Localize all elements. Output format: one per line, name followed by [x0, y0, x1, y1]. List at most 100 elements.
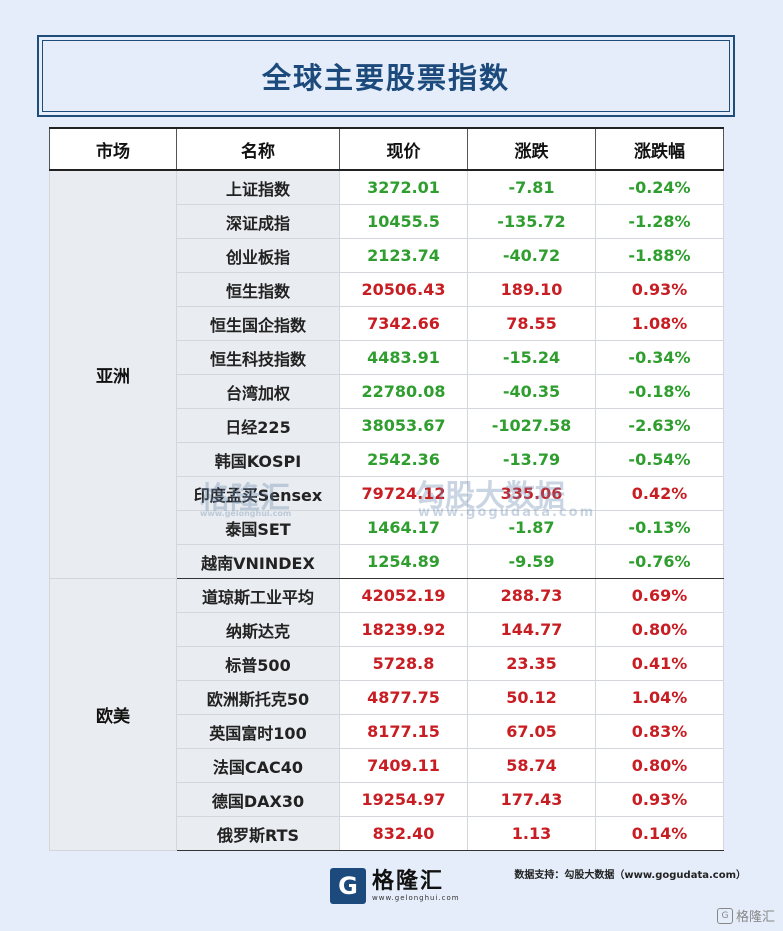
price-cell: 4877.75 [339, 680, 468, 715]
title-frame: 全球主要股票指数 [37, 35, 735, 117]
price-cell: 7409.11 [339, 748, 468, 783]
change-pct-cell: 0.93% [595, 272, 724, 307]
change-cell: -9.59 [467, 544, 596, 579]
change-pct-cell: 0.83% [595, 714, 724, 749]
change-cell: -7.81 [467, 169, 596, 205]
table-row: 英国富时100 8177.15 67.05 0.83% [50, 714, 724, 749]
table-row: 台湾加权 22780.08 -40.35 -0.18% [50, 374, 724, 409]
change-cell: -1.87 [467, 510, 596, 545]
index-name-cell: 道琼斯工业平均 [176, 578, 340, 613]
change-pct-cell: 1.08% [595, 306, 724, 341]
index-table: 市场 名称 现价 涨跌 涨跌幅 亚洲 上证指数 3272.01 -7.81 -0.24%… [49, 127, 724, 851]
index-name-cell: 英国富时100 [176, 714, 340, 749]
change-pct-cell: -0.76% [595, 544, 724, 579]
price-cell: 4483.91 [339, 340, 468, 375]
change-pct-cell: -2.63% [595, 408, 724, 443]
index-name-cell: 俄罗斯RTS [176, 816, 340, 851]
change-cell: 189.10 [467, 272, 596, 307]
index-name-cell: 越南VNINDEX [176, 544, 340, 579]
header-price: 现价 [339, 127, 468, 171]
index-name-cell: 创业板指 [176, 238, 340, 273]
index-name-cell: 台湾加权 [176, 374, 340, 409]
price-cell: 832.40 [339, 816, 468, 851]
table-row: 深证成指 10455.5 -135.72 -1.28% [50, 204, 724, 239]
table-row: 创业板指 2123.74 -40.72 -1.88% [50, 238, 724, 273]
table-row: 印度孟买Sensex 79724.12 335.06 0.42% [50, 476, 724, 511]
index-name-cell: 泰国SET [176, 510, 340, 545]
price-cell: 19254.97 [339, 782, 468, 817]
change-pct-cell: 0.80% [595, 612, 724, 647]
table-row: 欧洲斯托克50 4877.75 50.12 1.04% [50, 680, 724, 715]
change-cell: 50.12 [467, 680, 596, 715]
change-cell: 67.05 [467, 714, 596, 749]
table-row: 标普500 5728.8 23.35 0.41% [50, 646, 724, 681]
price-cell: 2542.36 [339, 442, 468, 477]
price-cell: 5728.8 [339, 646, 468, 681]
logo-brand-name: 格隆汇 [372, 869, 445, 894]
region-cell: 欧美 [49, 578, 177, 851]
data-source-note: 数据支持：勾股大数据（www.gogudata.com） [514, 870, 746, 881]
price-cell: 20506.43 [339, 272, 468, 307]
change-cell: 288.73 [467, 578, 596, 613]
logo-url: www.gelonghui.com [372, 894, 460, 902]
change-pct-cell: -0.13% [595, 510, 724, 545]
price-cell: 2123.74 [339, 238, 468, 273]
change-pct-cell: -1.88% [595, 238, 724, 273]
index-name-cell: 恒生科技指数 [176, 340, 340, 375]
price-cell: 79724.12 [339, 476, 468, 511]
change-pct-cell: -1.28% [595, 204, 724, 239]
index-name-cell: 欧洲斯托克50 [176, 680, 340, 715]
change-cell: 1.13 [467, 816, 596, 851]
table-row: 俄罗斯RTS 832.40 1.13 0.14% [50, 816, 724, 851]
gelonghui-corner-icon: G [716, 907, 733, 924]
index-name-cell: 上证指数 [176, 169, 340, 205]
price-cell: 10455.5 [339, 204, 468, 239]
region-cell: 亚洲 [49, 169, 177, 579]
index-name-cell: 韩国KOSPI [176, 442, 340, 477]
table-row: 恒生指数 20506.43 189.10 0.93% [50, 272, 724, 307]
change-pct-cell: -0.54% [595, 442, 724, 477]
change-pct-cell: 1.04% [595, 680, 724, 715]
change-pct-cell: -0.18% [595, 374, 724, 409]
change-pct-cell: -0.34% [595, 340, 724, 375]
price-cell: 42052.19 [339, 578, 468, 613]
index-name-cell: 恒生指数 [176, 272, 340, 307]
table-body: 亚洲 上证指数 3272.01 -7.81 -0.24% 深证成指 10455.5 -135.… [49, 169, 724, 851]
index-table-wrap: 市场 名称 现价 涨跌 涨跌幅 亚洲 上证指数 3272.01 -7.81 -0.24%… [49, 127, 724, 851]
table-row: 德国DAX30 19254.97 177.43 0.93% [50, 782, 724, 817]
table-row: 亚洲 上证指数 3272.01 -7.81 -0.24% [49, 169, 724, 579]
price-cell: 38053.67 [339, 408, 468, 443]
price-cell: 8177.15 [339, 714, 468, 749]
table-row: 法国CAC40 7409.11 58.74 0.80% [50, 748, 724, 783]
change-cell: 78.55 [467, 306, 596, 341]
index-name-cell: 标普500 [176, 646, 340, 681]
change-pct-cell: 0.14% [595, 816, 724, 851]
gelonghui-logo-icon: G [330, 868, 366, 904]
index-name-cell: 法国CAC40 [176, 748, 340, 783]
page-title: 全球主要股票指数 [42, 40, 730, 112]
header-name: 名称 [176, 127, 340, 171]
price-cell: 1464.17 [339, 510, 468, 545]
footer-logo: G 格隆汇 www.gelonghui.com [330, 866, 460, 906]
change-cell: -15.24 [467, 340, 596, 375]
change-pct-cell: 0.41% [595, 646, 724, 681]
change-pct-cell: 0.42% [595, 476, 724, 511]
change-pct-cell: 0.93% [595, 782, 724, 817]
change-cell: -40.35 [467, 374, 596, 409]
index-name-cell: 印度孟买Sensex [176, 476, 340, 511]
table-row: 欧美 道琼斯工业平均 42052.19 288.73 0.69% [49, 578, 724, 851]
price-cell: 3272.01 [339, 169, 468, 205]
change-pct-cell: -0.24% [595, 169, 724, 205]
header-change-pct: 涨跌幅 [595, 127, 724, 171]
corner-watermark: G 格隆汇 [716, 906, 775, 925]
price-cell: 22780.08 [339, 374, 468, 409]
price-cell: 7342.66 [339, 306, 468, 341]
change-cell: 23.35 [467, 646, 596, 681]
table-row: 日经225 38053.67 -1027.58 -2.63% [50, 408, 724, 443]
change-pct-cell: 0.69% [595, 578, 724, 613]
table-header-row: 市场 名称 现价 涨跌 涨跌幅 [49, 127, 724, 171]
index-name-cell: 纳斯达克 [176, 612, 340, 647]
change-cell: -135.72 [467, 204, 596, 239]
index-name-cell: 恒生国企指数 [176, 306, 340, 341]
corner-watermark-text: 格隆汇 [735, 910, 775, 925]
